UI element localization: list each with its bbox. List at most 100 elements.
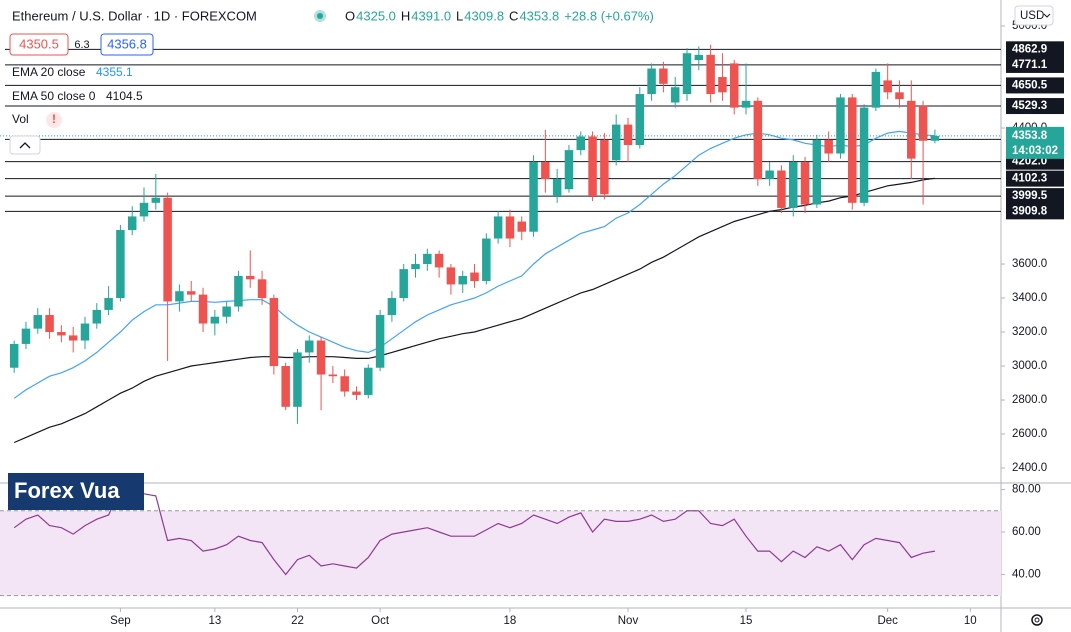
settings-icon[interactable] bbox=[1031, 614, 1043, 626]
level-label: 3909.8 bbox=[1012, 205, 1048, 217]
candle-body bbox=[33, 315, 43, 329]
level-label: 4102.3 bbox=[1012, 173, 1047, 185]
candle-body bbox=[647, 68, 656, 95]
symbol-title: Ethereum / U.S. Dollar · 1D · FOREXCOM bbox=[12, 8, 257, 23]
bid-price: 4350.5 bbox=[19, 36, 59, 51]
bid-box[interactable] bbox=[9, 33, 69, 56]
candle-body bbox=[788, 162, 798, 208]
watermark-box bbox=[8, 473, 144, 510]
watermark: Forex Vua bbox=[14, 478, 120, 503]
y-tick-label: 3400.0 bbox=[1012, 292, 1047, 304]
candle-body bbox=[375, 315, 385, 368]
candle-body bbox=[600, 139, 609, 195]
candle-body bbox=[812, 139, 822, 205]
ohlc-key: H bbox=[401, 8, 410, 23]
candle-body bbox=[257, 279, 267, 299]
candle-body bbox=[387, 298, 397, 316]
candle-body bbox=[611, 124, 621, 161]
level-label: 4529.3 bbox=[1012, 100, 1047, 112]
x-tick-label: 13 bbox=[208, 615, 221, 627]
candle-body bbox=[411, 264, 420, 270]
x-tick-label: 22 bbox=[291, 615, 304, 627]
candle-body bbox=[80, 323, 90, 341]
ohlc-value: 4391.0 bbox=[411, 8, 451, 23]
candle-body bbox=[198, 294, 208, 324]
x-tick-label: 10 bbox=[964, 615, 977, 627]
gear-hub bbox=[1034, 617, 1040, 623]
candle-body bbox=[293, 352, 302, 407]
candle-body bbox=[364, 367, 373, 395]
candle-body bbox=[930, 135, 940, 141]
level-label: 4650.5 bbox=[1012, 79, 1048, 91]
candle-body bbox=[92, 309, 102, 324]
candle-body bbox=[434, 253, 444, 268]
candle-body bbox=[753, 100, 763, 180]
candle-body bbox=[529, 162, 538, 232]
candle-body bbox=[694, 54, 704, 61]
rsi-line bbox=[13, 488, 936, 576]
candle-body bbox=[352, 391, 361, 395]
candle-body bbox=[68, 335, 78, 341]
ohlc-value: 4325.0 bbox=[356, 8, 396, 23]
candle-body bbox=[163, 197, 172, 302]
spread: 6.3 bbox=[74, 39, 89, 51]
level-badge bbox=[1006, 188, 1064, 205]
y-tick-label: 2400.0 bbox=[1012, 462, 1047, 474]
ema20-value: 4355.1 bbox=[96, 65, 133, 79]
candle-body bbox=[423, 253, 432, 265]
x-tick-label: 15 bbox=[740, 615, 753, 627]
level-badge bbox=[1006, 170, 1064, 187]
ohlc-key: L bbox=[456, 8, 463, 23]
level-badge bbox=[1006, 203, 1064, 220]
candle-body bbox=[210, 316, 220, 324]
candle-body bbox=[269, 298, 279, 367]
candle-body bbox=[883, 80, 892, 93]
candle-body bbox=[328, 374, 338, 377]
candle-body bbox=[127, 216, 137, 231]
candle-body bbox=[222, 306, 231, 317]
candle-body bbox=[399, 269, 408, 299]
candle-body bbox=[541, 162, 550, 180]
candle-body bbox=[576, 136, 586, 151]
candle-body bbox=[918, 105, 928, 141]
level-label: 4771.1 bbox=[1012, 59, 1048, 71]
y-tick-label: 2600.0 bbox=[1012, 428, 1047, 440]
candle-body bbox=[706, 54, 715, 95]
candle-body bbox=[305, 340, 314, 353]
candle-body bbox=[682, 53, 692, 95]
y-tick-label: 3200.0 bbox=[1012, 326, 1047, 338]
ask-box[interactable] bbox=[100, 33, 154, 56]
candle-body bbox=[9, 343, 19, 368]
market-status-dot bbox=[317, 13, 323, 19]
candle-body bbox=[777, 170, 786, 208]
candle-body bbox=[505, 216, 515, 239]
warning-mark: ! bbox=[52, 112, 56, 126]
candle-body bbox=[670, 87, 680, 103]
candle-body bbox=[895, 92, 904, 100]
volume-legend: Vol bbox=[12, 112, 29, 126]
currency-button[interactable] bbox=[1014, 5, 1054, 26]
collapse-button[interactable] bbox=[9, 135, 41, 155]
level-badge bbox=[1006, 77, 1064, 94]
candle-body bbox=[718, 77, 727, 93]
volume-warning[interactable] bbox=[46, 112, 62, 128]
x-tick-label: Oct bbox=[371, 615, 390, 627]
rsi-tick-label: 60.00 bbox=[1012, 526, 1041, 538]
rsi-band bbox=[0, 510, 1001, 596]
level-label: 4862.9 bbox=[1012, 43, 1047, 55]
y-tick-label: 2800.0 bbox=[1012, 394, 1047, 406]
candle-body bbox=[859, 107, 869, 203]
candle-body bbox=[446, 267, 456, 285]
level-label: 3999.5 bbox=[1012, 190, 1048, 202]
candle-body bbox=[104, 298, 113, 310]
candle-body bbox=[848, 97, 857, 203]
candle-body bbox=[907, 100, 916, 159]
candle-body bbox=[765, 170, 774, 180]
ema50-value: 4104.5 bbox=[106, 89, 143, 103]
candle-body bbox=[564, 150, 574, 190]
candle-body bbox=[470, 272, 479, 282]
level-badge bbox=[1006, 56, 1064, 73]
collapse-icon bbox=[19, 142, 31, 149]
candle-body bbox=[836, 97, 845, 154]
